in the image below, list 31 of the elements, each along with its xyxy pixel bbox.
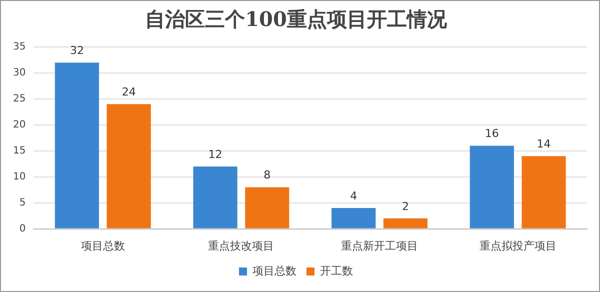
data-label: 16: [484, 127, 499, 140]
y-tick-label: 35: [12, 42, 26, 53]
data-label: 14: [536, 137, 551, 150]
data-label: 2: [402, 200, 409, 213]
data-label: 4: [350, 189, 358, 202]
legend-label: 项目总数: [252, 264, 296, 278]
chart-title: 自治区三个100重点项目开工情况: [145, 7, 448, 32]
y-tick-label: 5: [19, 197, 26, 208]
x-tick-label: 项目总数: [80, 239, 125, 252]
bar: [332, 208, 376, 228]
bar: [245, 187, 290, 228]
x-tick-label: 重点技改项目: [208, 239, 274, 252]
y-tick-label: 15: [12, 145, 26, 156]
x-tick-label: 重点新开工项目: [341, 239, 418, 252]
y-tick-label: 25: [12, 94, 26, 105]
legend-label: 开工数: [320, 264, 353, 278]
y-tick-label: 0: [19, 223, 26, 234]
data-label: 12: [208, 148, 222, 161]
bar: [54, 62, 99, 228]
data-label: 8: [264, 168, 271, 182]
y-tick-label: 10: [12, 171, 26, 182]
y-tick-label: 30: [12, 68, 26, 79]
bar: [522, 156, 566, 228]
data-label: 32: [70, 44, 84, 57]
bar: [193, 166, 238, 228]
y-tick-label: 20: [12, 120, 26, 131]
x-tick-label: 重点拟投产项目: [479, 239, 556, 252]
bar: [383, 218, 428, 228]
bar: [470, 146, 514, 228]
bar: [106, 104, 151, 228]
data-label: 24: [122, 85, 136, 98]
